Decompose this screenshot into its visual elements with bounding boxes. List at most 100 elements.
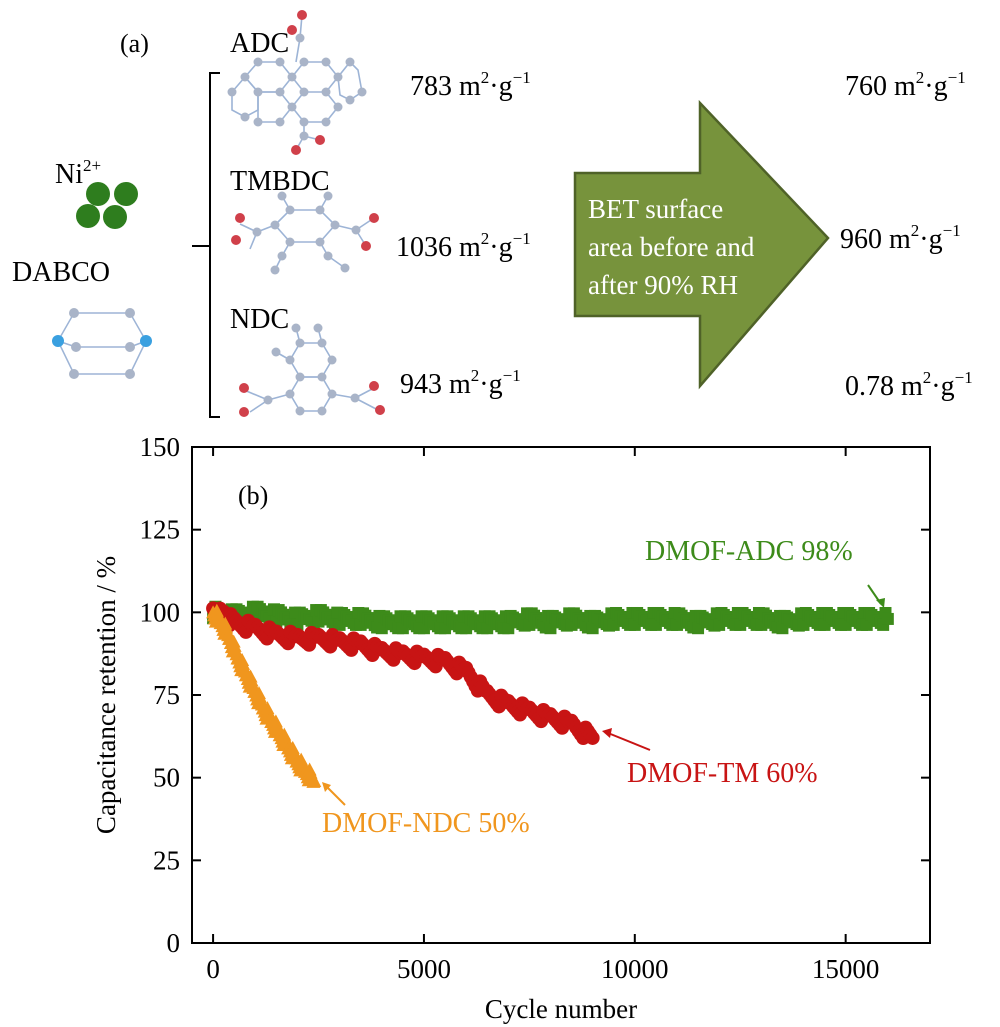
carbon-atom <box>270 220 280 230</box>
dabco-atoms <box>52 308 152 379</box>
carbon-atom <box>299 87 309 97</box>
carbon-atom <box>323 251 333 261</box>
bet-arrow-text: BET surface area before and after 90% RH <box>588 194 761 300</box>
carbon-atom <box>270 265 280 275</box>
carbon-atom <box>317 372 327 382</box>
carbon-atom <box>323 191 333 201</box>
carbon-atom <box>295 33 305 43</box>
carbon-atom <box>285 389 295 399</box>
oxygen-atom <box>291 145 301 155</box>
x-tick-label: 0 <box>206 954 220 984</box>
tmbdc-molecule-icon <box>231 191 379 275</box>
carbon-atom <box>285 355 295 365</box>
carbon-atom <box>285 205 295 215</box>
y-tick-label: 100 <box>140 597 181 627</box>
ni-atom <box>86 182 110 206</box>
oxygen-atom <box>231 235 241 245</box>
oxygen-atom <box>287 25 297 35</box>
carbon-atom <box>125 369 135 379</box>
y-axis-ticks: 0 25 50 75 100 125 150 <box>140 432 930 958</box>
annotation-tm-arrowhead <box>602 728 612 738</box>
x-axis-ticks: 0 5000 10000 15000 <box>206 447 879 984</box>
carbon-atom <box>240 112 250 122</box>
carbon-atom <box>351 225 361 235</box>
carbon-atom <box>357 87 367 97</box>
oxygen-atom <box>235 213 245 223</box>
carbon-atom <box>253 117 263 127</box>
bet-before-adc: 783 m2·g−1 <box>410 68 531 102</box>
oxygen-atom <box>315 135 325 145</box>
carbon-atom <box>317 406 327 416</box>
y-tick-label: 0 <box>167 928 181 958</box>
carbon-atom <box>299 117 309 127</box>
oxygen-atom <box>375 405 385 415</box>
carbon-atom <box>340 263 350 273</box>
oxygen-atom <box>361 241 371 251</box>
carbon-atom <box>275 57 285 67</box>
ni-atom <box>76 204 100 228</box>
y-tick-label: 75 <box>153 680 180 710</box>
annotation-tm-arrow <box>607 732 651 751</box>
series-layer <box>206 600 894 788</box>
carbon-atom <box>315 205 325 215</box>
ni-atoms-icon <box>76 182 138 229</box>
carbon-atom <box>71 342 81 352</box>
carbon-atom <box>69 308 79 318</box>
panel-b-chart: (b) 0 25 50 75 100 125 150 0 5000 10000 15000 Cyc… <box>91 432 931 1024</box>
oxygen-atom <box>239 383 249 393</box>
carbon-atom <box>125 308 135 318</box>
y-axis-label: Capacitance retention / % <box>91 556 121 834</box>
carbon-atom <box>327 355 337 365</box>
data-point <box>502 622 515 635</box>
carbon-atom <box>295 338 305 348</box>
linker-name-tmbdc: TMBDC <box>230 166 330 197</box>
carbon-atom <box>321 87 331 97</box>
linker-name-adc: ADC <box>230 28 289 59</box>
oxygen-atom <box>297 10 307 20</box>
carbon-atom <box>277 251 287 261</box>
x-tick-label: 5000 <box>397 954 451 984</box>
x-tick-label: 10000 <box>601 954 669 984</box>
y-tick-label: 25 <box>153 845 180 875</box>
carbon-atom <box>327 389 337 399</box>
ni-atom <box>114 182 138 206</box>
carbon-atom <box>277 191 287 201</box>
annotation-adc: DMOF-ADC 98% <box>645 536 853 567</box>
carbon-atom <box>295 406 305 416</box>
linker-name-ndc: NDC <box>230 304 289 335</box>
series-dmof-ndc-50 <box>206 603 322 788</box>
carbon-atom <box>321 117 331 127</box>
carbon-atom <box>287 102 297 112</box>
annotation-ndc: DMOF-NDC 50% <box>322 808 530 839</box>
bet-arrow-shape <box>573 99 830 390</box>
carbon-atom <box>299 131 309 141</box>
panel-b-label: (b) <box>238 481 268 510</box>
carbon-atom <box>271 347 281 357</box>
carbon-atom <box>315 237 325 247</box>
carbon-atom <box>285 237 295 247</box>
oxygen-atom <box>369 213 379 223</box>
carbon-atom <box>317 338 327 348</box>
carbon-atom <box>263 395 273 405</box>
data-point <box>585 730 600 745</box>
nitrogen-atom <box>140 335 152 347</box>
carbon-atom <box>227 87 237 97</box>
carbon-atom <box>313 323 323 333</box>
data-point <box>776 622 789 635</box>
panel-a-label: (a) <box>120 29 149 58</box>
carbon-atom <box>253 87 263 97</box>
carbon-atom <box>345 57 355 67</box>
carbon-atom <box>275 117 285 127</box>
annotation-ndc-arrowhead <box>322 782 331 792</box>
data-point <box>586 622 599 635</box>
bet-before-ndc: 943 m2·g−1 <box>400 366 521 400</box>
carbon-atom <box>350 393 360 403</box>
carbon-atom <box>333 102 343 112</box>
bet-before-tmbdc: 1036 m2·g−1 <box>396 229 531 263</box>
dabco-label: DABCO <box>12 257 110 288</box>
y-tick-label: 150 <box>140 432 181 462</box>
carbon-atom <box>291 323 301 333</box>
plot-frame <box>191 446 931 944</box>
carbon-atom <box>253 57 263 67</box>
